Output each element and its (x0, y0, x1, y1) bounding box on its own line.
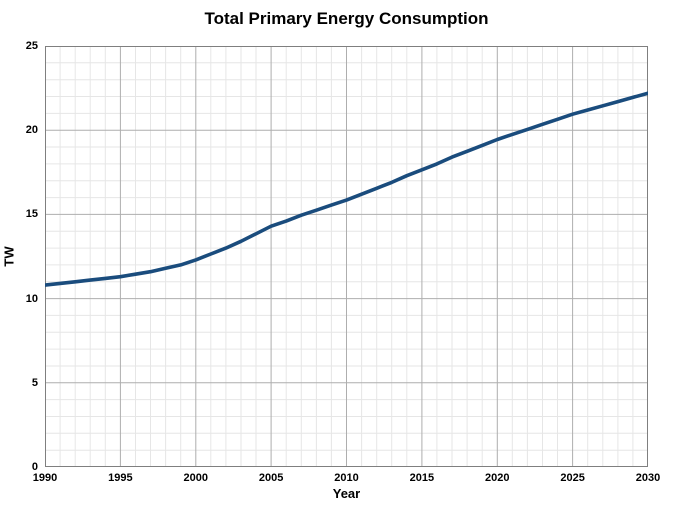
y-tick-label: 10 (25, 292, 38, 305)
y-tick-label: 0 (31, 461, 38, 473)
x-tick-label: 2005 (258, 472, 284, 484)
series-line (45, 91, 648, 287)
y-tick-label: 25 (25, 40, 38, 52)
x-tick-label: 2015 (409, 472, 435, 484)
y-axis-label: TW (1, 246, 17, 267)
x-tick-label: 2010 (334, 472, 359, 484)
x-tick-label: 2025 (560, 472, 585, 484)
line-chart-canvas (45, 46, 648, 467)
y-tick-label: 15 (25, 208, 38, 221)
plot-area (45, 46, 648, 467)
y-tick-label: 5 (31, 376, 38, 389)
x-tick-label: 2020 (485, 472, 510, 484)
x-axis-label: Year (332, 486, 361, 501)
x-tick-label: 1995 (108, 472, 133, 484)
x-tick-label: 2030 (635, 472, 661, 484)
chart-title: Total Primary Energy Consumption (204, 9, 489, 28)
y-tick-label: 20 (25, 124, 38, 137)
x-tick-label: 2000 (183, 472, 208, 484)
x-tick-label: 1990 (32, 472, 58, 484)
